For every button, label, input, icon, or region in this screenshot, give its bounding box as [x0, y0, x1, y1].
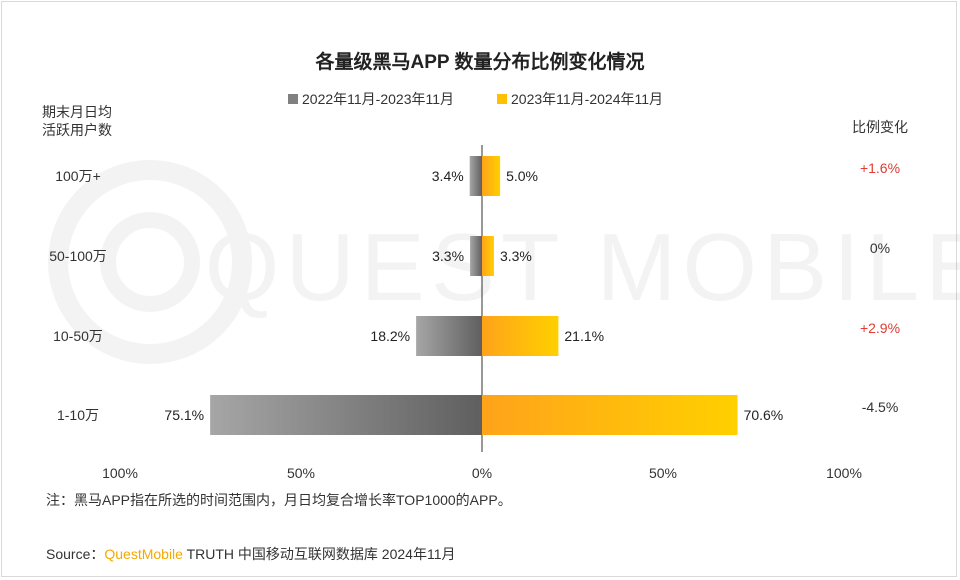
x-tick-label: 0% — [472, 465, 492, 481]
bar-grey — [416, 316, 482, 356]
data-label-yellow: 21.1% — [564, 328, 604, 344]
chart-title: 各量级黑马APP 数量分布比例变化情况 — [314, 50, 644, 73]
x-tick-label: 100% — [102, 465, 138, 481]
x-tick-label: 100% — [826, 465, 862, 481]
source-brand: QuestMobile — [104, 546, 183, 562]
watermark-logo-inner-ring — [100, 212, 200, 312]
category-label: 1-10万 — [57, 407, 99, 423]
bar-yellow — [482, 156, 501, 196]
y-axis-title-line-1: 期末月日均 — [42, 104, 112, 120]
legend-swatch-yellow — [497, 94, 507, 104]
footnote: 注：黑马APP指在所选的时间范围内，月日均复合增长率TOP1000的APP。 — [46, 492, 512, 508]
bar-yellow — [482, 316, 559, 356]
change-value: -4.5% — [862, 399, 899, 415]
data-label-grey: 3.3% — [432, 248, 464, 264]
change-header: 比例变化 — [852, 119, 908, 135]
bar-grey — [470, 236, 482, 276]
bar-grey — [210, 395, 482, 435]
legend: 2022年11月-2023年11月 2023年11月-2024年11月 — [288, 91, 663, 107]
category-label: 100万+ — [55, 168, 101, 184]
x-axis-ticks: 100% 50% 0% 50% 100% — [102, 465, 862, 481]
category-label: 50-100万 — [49, 248, 107, 264]
source-prefix: Source： — [46, 546, 105, 562]
legend-label-yellow: 2023年11月-2024年11月 — [511, 91, 663, 107]
source-line: Source：QuestMobile TRUTH 中国移动互联网数据库 2024… — [46, 544, 455, 564]
x-tick-label: 50% — [287, 465, 315, 481]
watermark-text: QUEST MOBILE — [205, 214, 960, 321]
data-label-yellow: 5.0% — [506, 168, 538, 184]
bar-yellow — [482, 395, 738, 435]
legend-label-grey: 2022年11月-2023年11月 — [302, 91, 454, 107]
change-value: +1.6% — [860, 160, 900, 176]
x-tick-label: 50% — [649, 465, 677, 481]
watermark: QUEST MOBILE — [48, 160, 960, 364]
category-label: 10-50万 — [53, 328, 103, 344]
watermark-logo-ring — [48, 160, 252, 364]
bar-grey — [469, 156, 482, 196]
y-axis-title-line-2: 活跃用户数 — [42, 122, 112, 138]
data-label-grey: 75.1% — [164, 407, 204, 423]
data-label-grey: 3.4% — [432, 168, 464, 184]
change-value: +2.9% — [860, 320, 900, 336]
change-value: 0% — [870, 240, 890, 256]
bars-group: 100万+ 3.4% 5.0% +1.6% 50-100万 3.3% 3.3% 0% 10-50… — [49, 156, 900, 435]
bar-yellow — [482, 236, 494, 276]
data-label-yellow: 70.6% — [744, 407, 784, 423]
data-label-grey: 18.2% — [370, 328, 410, 344]
legend-swatch-grey — [288, 94, 298, 104]
source-rest: TRUTH 中国移动互联网数据库 2024年11月 — [182, 546, 456, 562]
data-label-yellow: 3.3% — [500, 248, 532, 264]
